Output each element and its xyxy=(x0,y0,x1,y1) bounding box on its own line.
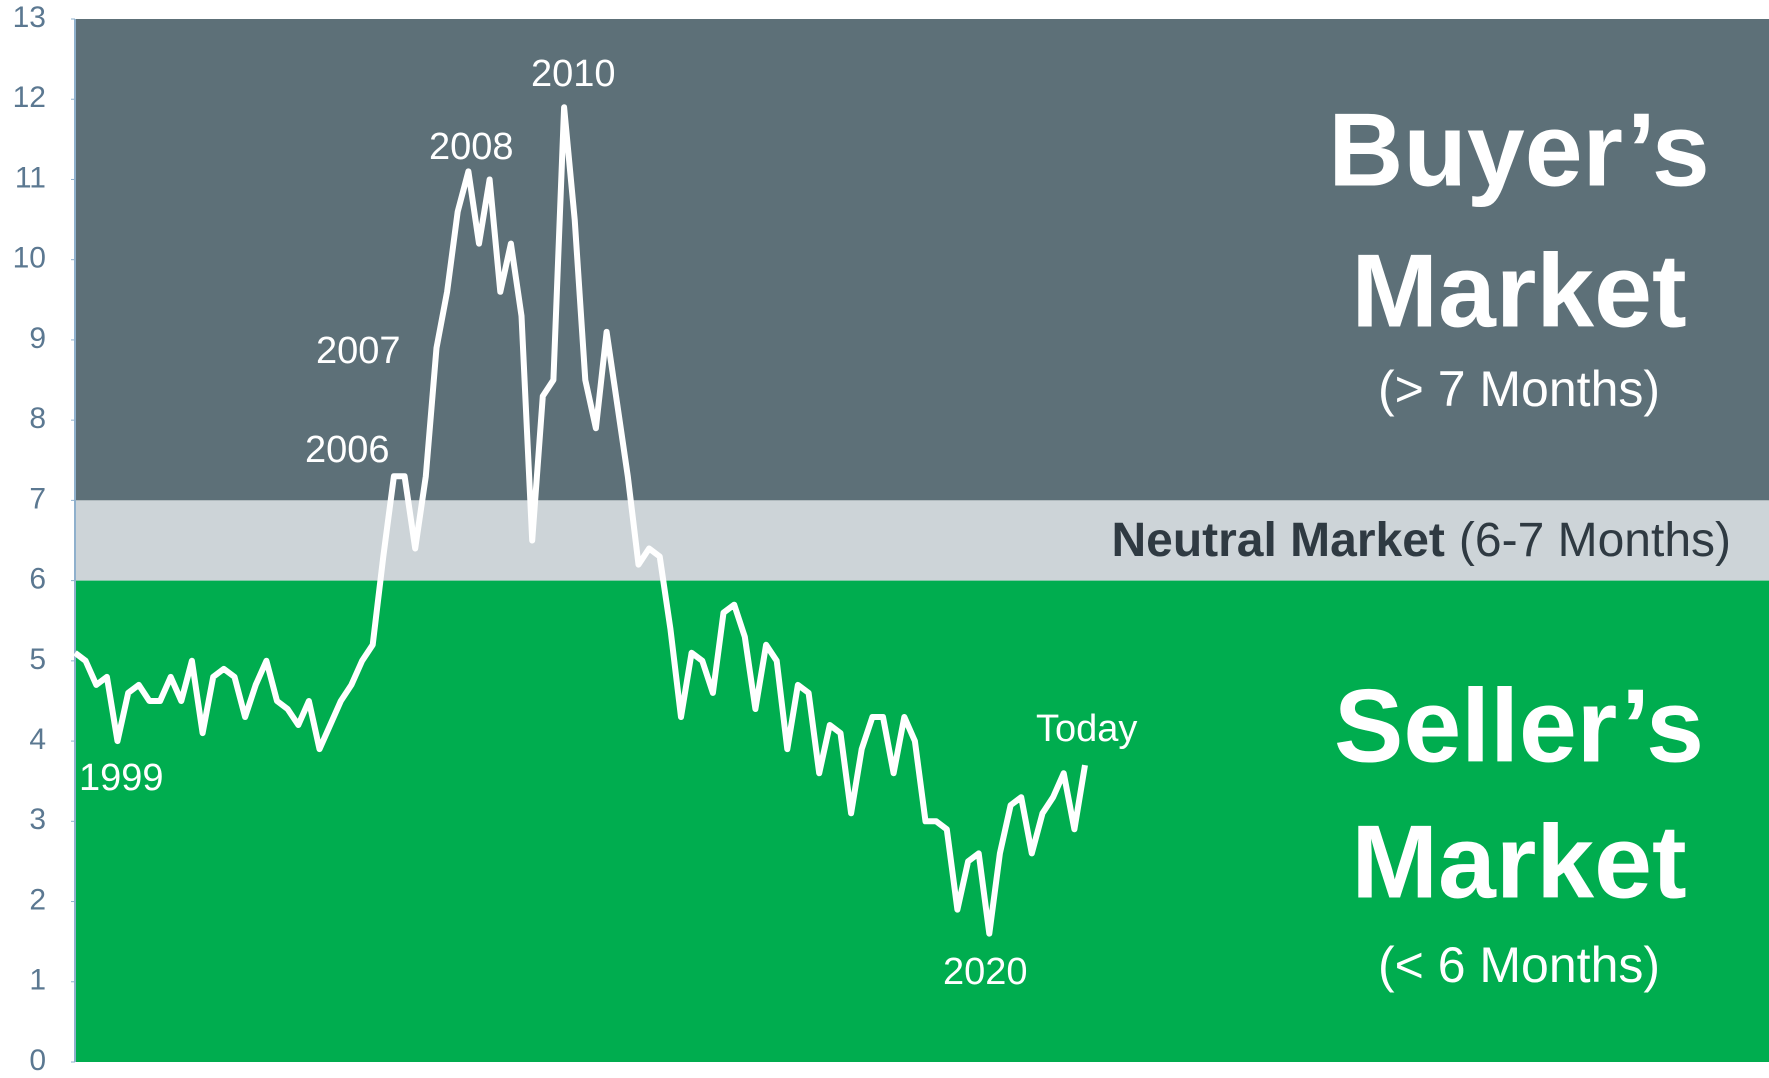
zone xyxy=(75,580,1769,1062)
y-tick-label: 8 xyxy=(29,402,46,435)
y-tick-label: 3 xyxy=(29,803,46,836)
annotation: 1999 xyxy=(79,757,164,799)
seller-note: (< 6 Months) xyxy=(1378,937,1660,993)
annotation: 2007 xyxy=(316,330,401,372)
annotation: 2006 xyxy=(305,429,390,471)
seller-title: Market xyxy=(1351,804,1686,920)
y-tick-label: 11 xyxy=(15,161,46,194)
buyer-title: Market xyxy=(1351,233,1686,349)
y-tick-label: 12 xyxy=(13,81,46,114)
y-tick-label: 13 xyxy=(13,1,46,34)
neutral-label: Neutral Market (6-7 Months) xyxy=(1111,514,1731,567)
y-tick-label: 7 xyxy=(29,482,46,515)
neutral-title: Neutral Market xyxy=(1111,514,1444,567)
data-line xyxy=(73,104,1088,937)
annotation: Today xyxy=(1036,708,1137,750)
zone xyxy=(75,19,1769,501)
zone xyxy=(75,500,1769,581)
annotation: 2020 xyxy=(943,951,1028,993)
y-tick-label: 4 xyxy=(29,723,46,756)
neutral-note: (6-7 Months) xyxy=(1459,514,1731,567)
y-tick-label: 5 xyxy=(29,643,46,676)
seller-title: Seller’s xyxy=(1334,668,1704,784)
y-tick-label: 0 xyxy=(29,1044,46,1073)
y-tick-label: 9 xyxy=(29,322,46,355)
annotation: 2010 xyxy=(531,53,616,95)
y-tick-label: 10 xyxy=(13,242,46,275)
y-tick-label: 2 xyxy=(29,883,46,916)
y-tick-label: 6 xyxy=(29,563,46,596)
annotation: 2008 xyxy=(429,126,514,168)
buyer-title: Buyer’s xyxy=(1328,92,1710,208)
y-tick-label: 1 xyxy=(29,964,46,997)
buyer-note: (> 7 Months) xyxy=(1378,361,1660,417)
